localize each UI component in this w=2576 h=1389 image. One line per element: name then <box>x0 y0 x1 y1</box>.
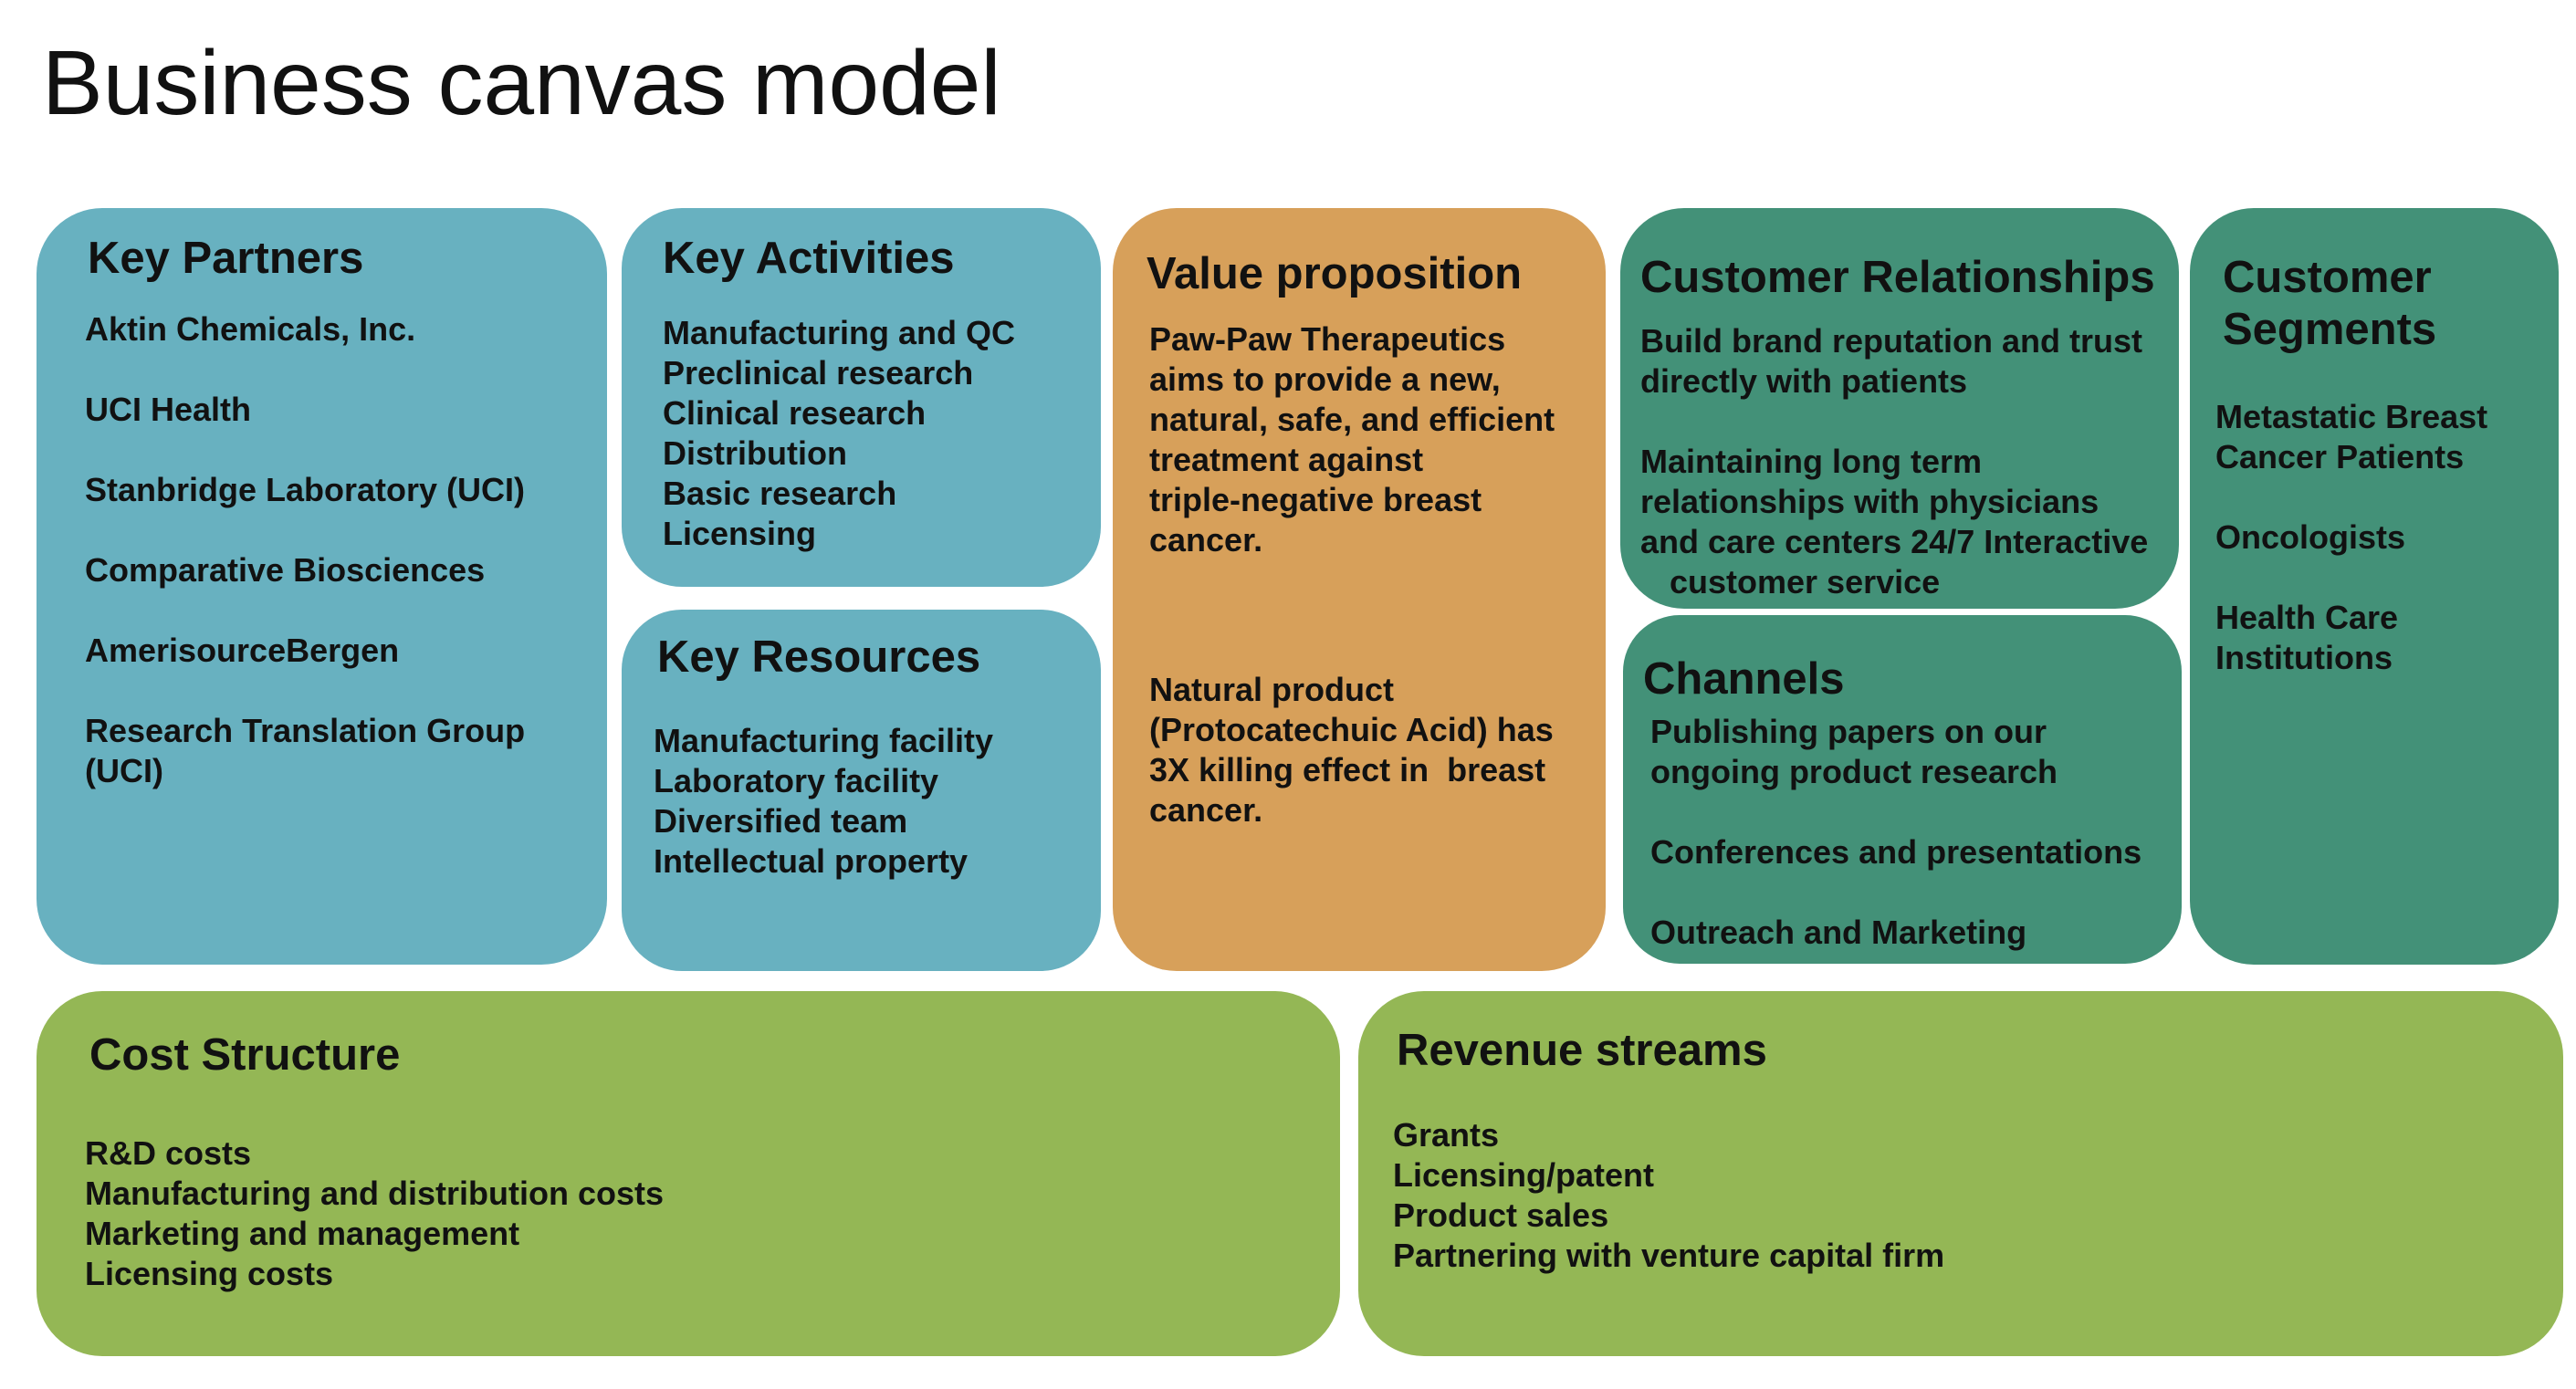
value-proposition-card: Value proposition Paw-Paw Therapeutics a… <box>1113 208 1606 971</box>
text-line: Cancer Patients <box>2215 438 2465 475</box>
key-activities-list: Manufacturing and QC Preclinical researc… <box>663 313 1015 554</box>
list-item: Stanbridge Laboratory (UCI) <box>85 471 526 508</box>
list-item: Grants <box>1393 1116 1500 1154</box>
text-line: Institutions <box>2215 639 2393 676</box>
key-partners-list: Aktin Chemicals, Inc. UCI Health Stanbri… <box>85 309 525 791</box>
text-line: cancer. <box>1149 521 1263 559</box>
key-resources-list: Manufacturing facility Laboratory facili… <box>654 721 993 882</box>
customer-segments-card: Customer Segments Metastatic Breast Canc… <box>2190 208 2559 965</box>
text-line: Oncologists <box>2215 518 2406 556</box>
key-activities-card: Key Activities Manufacturing and QC Prec… <box>622 208 1101 587</box>
list-item: Marketing and management <box>85 1215 520 1252</box>
text-line: Build brand reputation and trust <box>1640 322 2142 360</box>
cost-structure-card: Cost Structure R&D costs Manufacturing a… <box>37 991 1340 1356</box>
key-partners-card: Key Partners Aktin Chemicals, Inc. UCI H… <box>37 208 607 965</box>
channels-card: Channels Publishing papers on our ongoin… <box>1623 615 2182 964</box>
text-line: Metastatic Breast <box>2215 398 2488 435</box>
text-line: cancer. <box>1149 791 1263 829</box>
value-proposition-heading: Value proposition <box>1147 249 1523 298</box>
list-item: Licensing costs <box>85 1255 334 1292</box>
customer-segments-heading: Customer Segments <box>2223 252 2436 356</box>
text-line: triple-negative breast <box>1149 481 1482 518</box>
list-item: Aktin Chemicals, Inc. <box>85 310 416 348</box>
text-line: Outreach and Marketing <box>1650 914 2027 951</box>
text-line: directly with patients <box>1640 362 1968 400</box>
text-line: treatment against <box>1149 441 1424 478</box>
revenue-streams-card: Revenue streams Grants Licensing/patent … <box>1358 991 2563 1356</box>
list-item: Partnering with venture capital firm <box>1393 1237 1945 1274</box>
value-proposition-text: Paw-Paw Therapeutics aims to provide a n… <box>1149 319 1555 830</box>
text-line: relationships with physicians <box>1640 483 2100 520</box>
list-item: Product sales <box>1393 1196 1609 1234</box>
text-line: natural, safe, and efficient <box>1149 401 1555 438</box>
list-item: Manufacturing and distribution costs <box>85 1175 665 1212</box>
list-item: Distribution <box>663 434 847 472</box>
text-line: Paw-Paw Therapeutics <box>1149 320 1506 358</box>
cost-structure-heading: Cost Structure <box>89 1030 401 1080</box>
page-title: Business canvas model <box>42 32 1001 134</box>
list-item: Laboratory facility <box>654 762 939 799</box>
list-item: UCI Health <box>85 391 252 428</box>
channels-heading: Channels <box>1643 654 1845 704</box>
text-line: aims to provide a new, <box>1149 360 1501 398</box>
text-line: Health Care <box>2215 599 2399 636</box>
text-line: Conferences and presentations <box>1650 833 2142 871</box>
customer-relationships-card: Customer Relationships Build brand reput… <box>1620 208 2179 609</box>
revenue-streams-list: Grants Licensing/patent Product sales Pa… <box>1393 1115 1944 1276</box>
heading-line: Customer <box>2223 253 2432 302</box>
text-line: ongoing product research <box>1650 753 2058 790</box>
heading-line: Segments <box>2223 305 2437 354</box>
key-resources-card: Key Resources Manufacturing facility Lab… <box>622 610 1101 971</box>
customer-relationships-heading: Customer Relationships <box>1640 253 2155 302</box>
list-item: Manufacturing facility <box>654 722 994 759</box>
list-item: Preclinical research <box>663 354 974 392</box>
text-line: customer service <box>1670 563 1941 601</box>
list-item: R&D costs <box>85 1134 252 1172</box>
text-line: Maintaining long term <box>1640 443 1982 480</box>
list-item: Comparative Biosciences <box>85 551 486 589</box>
key-partners-heading: Key Partners <box>88 234 364 283</box>
list-item: Licensing/patent <box>1393 1156 1655 1194</box>
text-line: Publishing papers on our <box>1650 713 2047 750</box>
cost-structure-list: R&D costs Manufacturing and distribution… <box>85 1133 664 1294</box>
key-resources-heading: Key Resources <box>657 632 981 682</box>
list-item: Basic research <box>663 475 897 512</box>
list-item: Licensing <box>663 515 817 552</box>
text-line: (Protocatechuic Acid) has <box>1149 711 1554 748</box>
list-item: Research Translation Group <box>85 712 526 749</box>
list-item: AmerisourceBergen <box>85 632 400 669</box>
key-activities-heading: Key Activities <box>663 234 955 283</box>
list-item: Diversified team <box>654 802 908 840</box>
list-item: (UCI) <box>85 752 163 789</box>
text-line: and care centers 24/7 Interactive <box>1640 523 2149 560</box>
customer-segments-text: Metastatic Breast Cancer Patients Oncolo… <box>2215 397 2487 678</box>
revenue-streams-heading: Revenue streams <box>1397 1026 1767 1075</box>
text-line: 3X killing effect in breast <box>1149 751 1546 788</box>
list-item: Clinical research <box>663 394 927 432</box>
list-item: Intellectual property <box>654 842 969 880</box>
channels-text: Publishing papers on our ongoing product… <box>1650 712 2141 953</box>
customer-relationships-text: Build brand reputation and trust directl… <box>1640 321 2148 602</box>
text-line: Natural product <box>1149 671 1395 708</box>
list-item: Manufacturing and QC <box>663 314 1015 351</box>
